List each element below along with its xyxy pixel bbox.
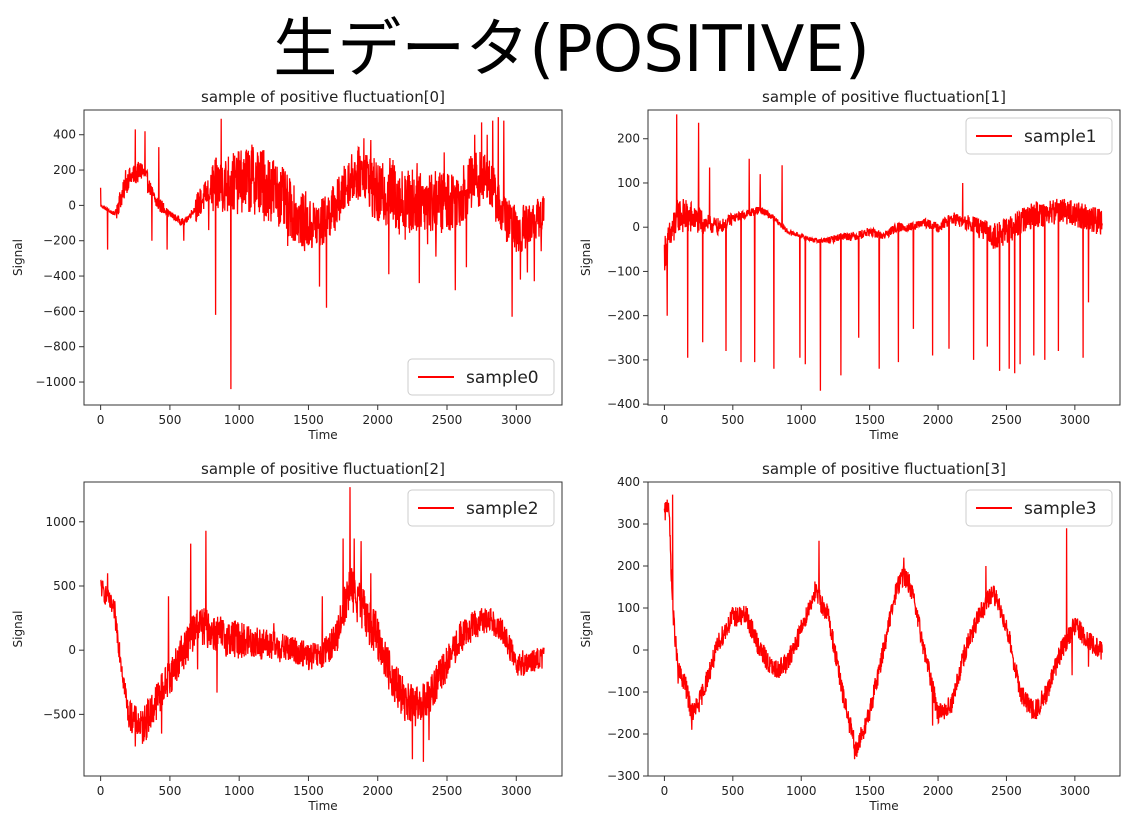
x-tick-label: 0 [661,784,669,798]
legend: sample1 [965,117,1113,155]
legend-box [965,489,1113,527]
y-axis-label: Signal [579,611,593,648]
plot-frame [83,481,563,777]
y-tick-label: −500 [43,707,76,721]
x-tick-label: 2500 [991,784,1022,798]
x-tick-label: 3000 [501,784,532,798]
x-tick-label: 3000 [1060,413,1091,427]
legend-label: sample3 [1024,499,1097,519]
series-line-sample0 [99,117,545,390]
x-tick-label: 2000 [923,413,954,427]
x-tick-label: 500 [721,784,744,798]
x-axis-label: Time [307,799,337,813]
plot-frame [83,109,563,406]
x-tick-label: 500 [158,784,181,798]
x-axis-label: Time [307,428,337,442]
x-tick-label: 2000 [362,413,393,427]
x-tick-label: 2500 [432,784,463,798]
plot-frame [647,109,1121,406]
y-tick-label: 200 [617,132,640,146]
x-tick-label: 2500 [991,413,1022,427]
y-tick-label: −800 [43,340,76,354]
y-tick-label: −200 [607,727,640,741]
x-tick-label: 500 [158,413,181,427]
x-tick-label: 1000 [224,413,255,427]
x-tick-label: 1500 [854,784,885,798]
legend-label: sample0 [466,368,539,388]
x-tick-label: 2000 [923,784,954,798]
y-axis-label: Signal [11,611,25,648]
legend: sample0 [407,358,555,396]
legend: sample3 [965,489,1113,527]
y-axis-label: Signal [11,239,25,276]
x-tick-label: 1000 [786,784,817,798]
legend-box [407,489,555,527]
y-tick-label: 200 [53,163,76,177]
series-line-sample3 [663,494,1103,760]
series-line-sample1 [663,114,1103,391]
y-tick-label: −1000 [35,375,76,389]
y-tick-label: 400 [617,475,640,489]
slide-title: 生データ(POSITIVE) [273,13,870,87]
legend: sample2 [407,489,555,527]
legend-label: sample1 [1024,127,1097,147]
chart-title: sample of positive fluctuation[1] [762,88,1006,106]
y-tick-label: 500 [53,579,76,593]
y-tick-label: 0 [68,643,76,657]
y-tick-label: −300 [607,769,640,783]
x-tick-label: 0 [661,413,669,427]
y-tick-label: −100 [607,685,640,699]
y-tick-label: 400 [53,128,76,142]
x-tick-label: 1500 [293,413,324,427]
legend-box [965,117,1113,155]
x-tick-label: 1000 [224,784,255,798]
y-tick-label: −600 [43,304,76,318]
y-axis-label: Signal [579,239,593,276]
chart-title: sample of positive fluctuation[0] [201,88,445,106]
y-tick-label: −400 [607,397,640,411]
chart-title: sample of positive fluctuation[3] [762,460,1006,478]
y-tick-label: 100 [617,176,640,190]
x-tick-label: 2500 [432,413,463,427]
y-tick-label: 0 [632,643,640,657]
x-tick-label: 1000 [786,413,817,427]
x-tick-label: 3000 [1060,784,1091,798]
y-tick-label: −300 [607,353,640,367]
y-tick-label: 300 [617,517,640,531]
y-tick-label: −200 [607,309,640,323]
plot-frame [647,481,1121,777]
y-tick-label: −200 [43,234,76,248]
x-tick-label: 1500 [854,413,885,427]
legend-box [407,358,555,396]
y-tick-label: 100 [617,601,640,615]
x-tick-label: 0 [97,413,105,427]
x-axis-label: Time [868,428,898,442]
legend-label: sample2 [466,499,539,519]
y-tick-label: −400 [43,269,76,283]
chart-title: sample of positive fluctuation[2] [201,460,445,478]
y-tick-label: 0 [632,220,640,234]
y-tick-label: 200 [617,559,640,573]
x-tick-label: 2000 [362,784,393,798]
y-tick-label: 0 [68,198,76,212]
y-tick-label: 1000 [45,515,76,529]
x-axis-label: Time [868,799,898,813]
y-tick-label: −100 [607,264,640,278]
x-tick-label: 1500 [293,784,324,798]
series-line-sample2 [100,487,545,762]
x-tick-label: 3000 [501,413,532,427]
x-tick-label: 0 [97,784,105,798]
x-tick-label: 500 [721,413,744,427]
